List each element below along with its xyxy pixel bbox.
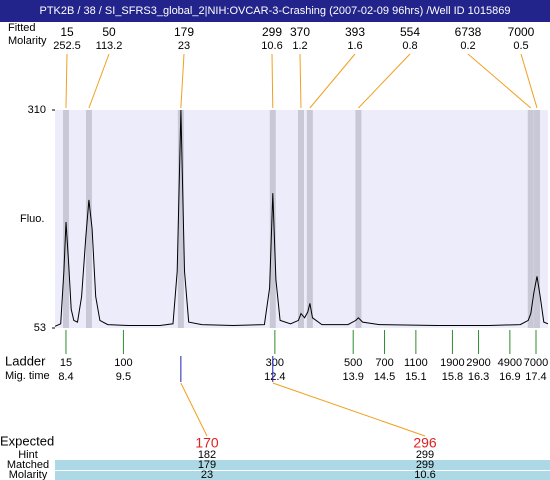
- expected-value: 296: [413, 435, 437, 451]
- peak-connector: [65, 53, 68, 109]
- peak-band: [177, 110, 184, 328]
- ladder-size: 100: [114, 357, 132, 369]
- peak-band: [85, 110, 92, 328]
- matched-molarity-label: Molarity: [9, 469, 48, 480]
- peak-size: 393: [345, 25, 365, 39]
- ladder-time: 16.9: [499, 371, 520, 383]
- peak-connector: [358, 53, 411, 109]
- peak-molarity: 252.5: [53, 40, 81, 52]
- ladder-time: 14.5: [374, 371, 395, 383]
- ladder-time: 15.1: [405, 371, 426, 383]
- peak-connector: [180, 53, 185, 109]
- ladder-size: 7000: [524, 357, 548, 369]
- ladder-size: 1900: [440, 357, 464, 369]
- peak-connector: [467, 53, 532, 109]
- ladder-time: 12.4: [264, 371, 285, 383]
- molarity-value: 10.6: [414, 469, 435, 480]
- match-connector: [180, 382, 208, 437]
- peak-connector: [299, 53, 302, 109]
- peak-size: 6738: [455, 25, 482, 39]
- y-axis-label: Fluo.: [20, 213, 44, 225]
- ladder-time: 15.8: [442, 371, 463, 383]
- peak-molarity: 1.6: [347, 40, 362, 52]
- ladder-size: 15: [60, 357, 72, 369]
- ladder-time: 13.9: [342, 371, 363, 383]
- y-tick-label: 310: [28, 104, 46, 116]
- peak-connector: [309, 53, 356, 109]
- ladder-time: 8.4: [58, 371, 73, 383]
- molarity-label: Molarity: [8, 35, 47, 47]
- expected-value: 170: [195, 435, 219, 451]
- ladder-size: 4900: [498, 357, 522, 369]
- peak-molarity: 23: [178, 40, 190, 52]
- match-connector: [272, 382, 426, 437]
- peak-molarity: 0.8: [402, 40, 417, 52]
- matched-value: 179: [198, 459, 216, 471]
- peak-molarity: 1.2: [292, 40, 307, 52]
- peak-size: 554: [400, 25, 420, 39]
- ladder-time: 17.4: [525, 371, 546, 383]
- peak-band: [269, 110, 276, 328]
- hint-value: 299: [416, 449, 434, 461]
- ladder-size: 1100: [404, 357, 428, 369]
- peak-size-label: Fitted: [8, 22, 36, 34]
- peak-molarity: 113.2: [96, 40, 123, 52]
- ladder-time: 9.5: [116, 371, 131, 383]
- peak-connector: [520, 53, 538, 109]
- y-tick-label: 53: [34, 322, 46, 334]
- peak-band: [355, 110, 362, 328]
- peak-molarity: 0.2: [460, 40, 475, 52]
- ladder-size: 2900: [466, 357, 490, 369]
- hint-value: 182: [198, 449, 216, 461]
- matched-label: Matched: [7, 459, 49, 471]
- peak-size: 7000: [508, 25, 535, 39]
- peak-size: 15: [60, 25, 74, 39]
- peak-size: 179: [174, 25, 194, 39]
- mig-time-label: Mig. time: [5, 370, 50, 382]
- matched-row: [55, 460, 550, 470]
- expected-label: Expected: [0, 433, 54, 448]
- peak-size: 299: [262, 25, 282, 39]
- ladder-time: 16.3: [468, 371, 489, 383]
- peak-band: [527, 110, 534, 328]
- peak-band: [62, 110, 69, 328]
- trace: [54, 109, 549, 327]
- peak-molarity: 0.5: [513, 40, 528, 52]
- ladder-size: 500: [344, 357, 362, 369]
- peak-size: 370: [290, 25, 310, 39]
- peak-connector: [88, 53, 110, 109]
- matched-value: 299: [416, 459, 434, 471]
- molarity-row: [55, 471, 550, 480]
- title: PTK2B / 38 / SI_SFRS3_global_2|NIH:OVCAR…: [40, 5, 511, 17]
- hint-label: Hint: [18, 449, 38, 461]
- peak-size: 50: [102, 25, 116, 39]
- peak-connector: [271, 53, 274, 109]
- peak-band: [306, 110, 313, 328]
- molarity-value: 23: [201, 469, 213, 480]
- ladder-label: Ladder: [5, 353, 46, 368]
- title-bar: [0, 0, 550, 22]
- peak-band: [297, 110, 304, 328]
- peak-molarity: 10.6: [261, 40, 282, 52]
- peak-band: [534, 110, 541, 328]
- ladder-size: 300: [266, 357, 284, 369]
- ladder-size: 700: [375, 357, 393, 369]
